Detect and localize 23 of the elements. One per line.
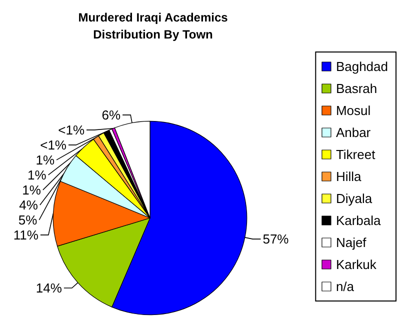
data-label: 1% [28,167,47,182]
data-label: 57% [262,232,290,247]
legend-label: Baghdad [336,59,388,74]
legend-label: Hilla [336,169,362,184]
data-label: <1% [40,137,67,152]
legend-label: Anbar [336,125,372,140]
legend-label: Tikreet [336,147,376,162]
data-label: 5% [18,212,38,228]
chart-title: Murdered Iraqi Academics Distribution By Town [78,10,228,42]
legend-label: Mosul [336,103,371,118]
legend-label: Najef [336,235,367,250]
data-label: 1% [22,182,42,198]
data-label: <1% [58,122,85,138]
legend-label: Basrah [336,81,378,96]
legend-label: n/a [336,279,355,294]
data-label: 11% [13,227,39,242]
data-label: 6% [102,107,121,122]
legend-label: Karkuk [336,257,377,272]
data-label: 4% [19,197,38,212]
legend-label: Karbala [336,213,382,228]
legend-label: Diyala [336,191,373,206]
data-label: 1% [36,152,55,168]
data-label: 14% [36,280,62,296]
